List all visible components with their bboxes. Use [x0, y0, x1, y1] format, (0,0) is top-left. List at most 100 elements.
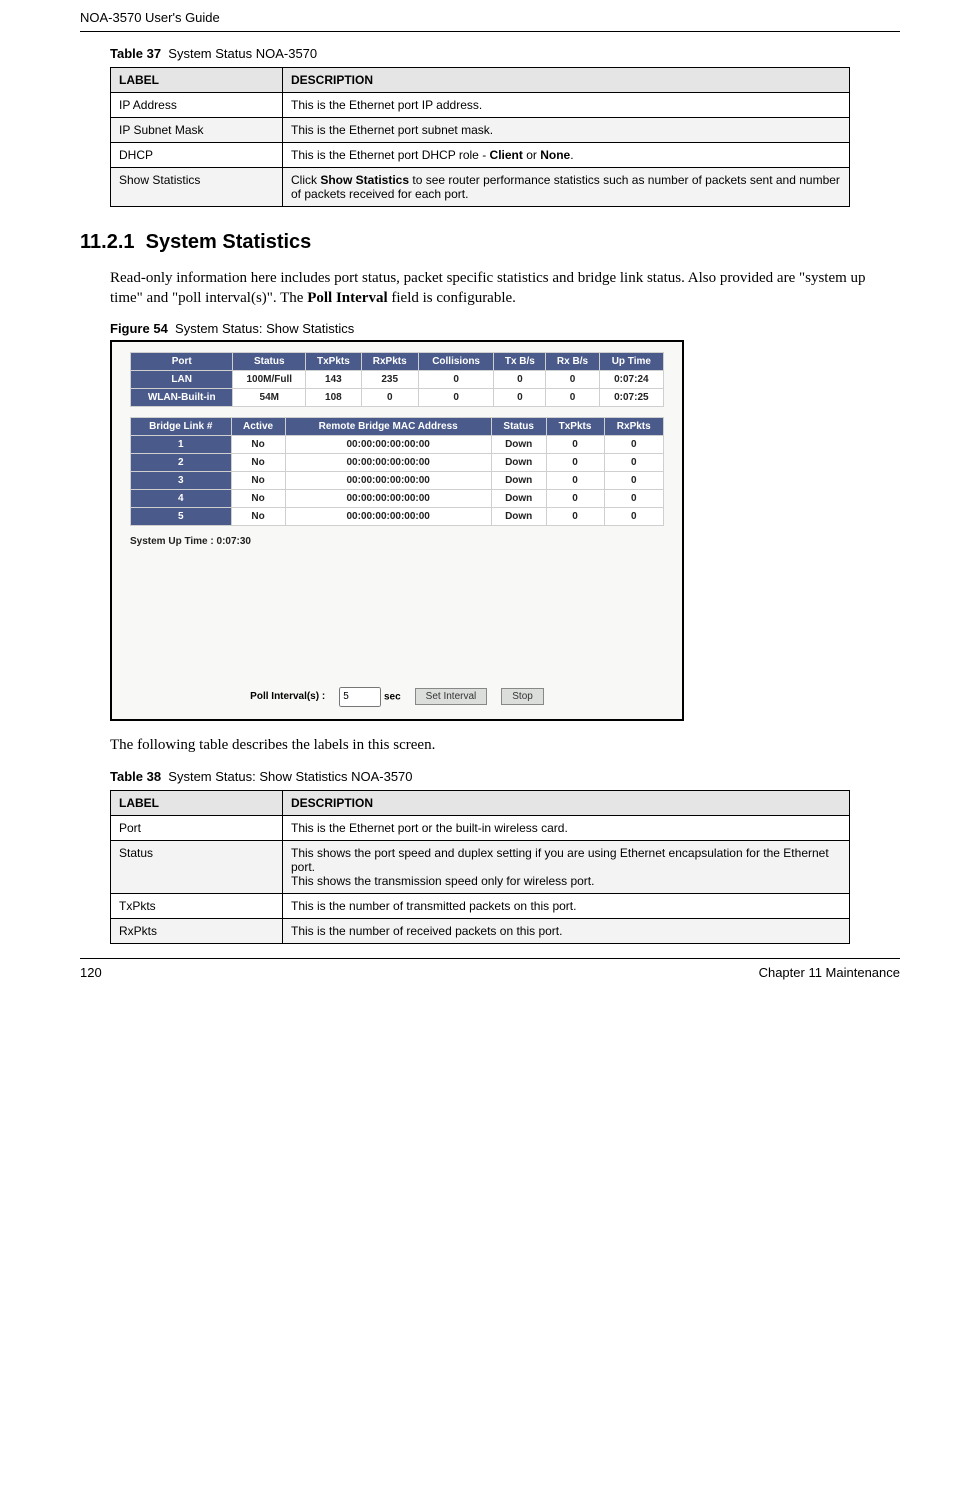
- port-stats-table: Port Status TxPkts RxPkts Collisions Tx …: [130, 352, 664, 407]
- cell: 0: [605, 436, 664, 453]
- poll-interval-input[interactable]: [339, 687, 381, 707]
- cell: No: [232, 454, 285, 471]
- section-number: 11.2.1: [80, 231, 135, 253]
- cell: This is the Ethernet port DHCP role - Cl…: [283, 143, 850, 168]
- caption-number: Table 37: [110, 46, 161, 61]
- cell: 0: [605, 472, 664, 489]
- cell: Click Show Statistics to see router perf…: [283, 168, 850, 207]
- cell: 0:07:24: [600, 371, 663, 388]
- table-row: RxPkts This is the number of received pa…: [111, 918, 850, 943]
- cell: 0: [547, 472, 604, 489]
- cell: RxPkts: [111, 918, 283, 943]
- table-row: TxPkts This is the number of transmitted…: [111, 893, 850, 918]
- table-37: LABEL DESCRIPTION IP Address This is the…: [110, 67, 850, 207]
- cell: 0: [546, 371, 598, 388]
- table-caption: Table 38 System Status: Show Statistics …: [110, 769, 900, 784]
- paragraph: Read-only information here includes port…: [110, 268, 900, 309]
- table-row: IP Subnet Mask This is the Ethernet port…: [111, 118, 850, 143]
- cell: IP Subnet Mask: [111, 118, 283, 143]
- table-row: IP Address This is the Ethernet port IP …: [111, 93, 850, 118]
- cell: 00:00:00:00:00:00: [286, 508, 491, 525]
- cell: This is the Ethernet port subnet mask.: [283, 118, 850, 143]
- cell: Down: [492, 454, 546, 471]
- set-interval-button[interactable]: Set Interval: [415, 688, 488, 705]
- cell: IP Address: [111, 93, 283, 118]
- cell: TxPkts: [111, 893, 283, 918]
- system-uptime-label: System Up Time : 0:07:30: [130, 536, 682, 547]
- col-header: DESCRIPTION: [283, 68, 850, 93]
- cell: No: [232, 472, 285, 489]
- col-header: Rx B/s: [546, 353, 598, 370]
- figure-caption: Figure 54 System Status: Show Statistics: [110, 321, 900, 336]
- cell: 0: [362, 389, 418, 406]
- cell: 0: [547, 490, 604, 507]
- cell: 5: [131, 508, 231, 525]
- col-header: Status: [233, 353, 305, 370]
- cell: Down: [492, 472, 546, 489]
- cell: Status: [111, 840, 283, 893]
- cell: No: [232, 508, 285, 525]
- cell: 143: [306, 371, 361, 388]
- cell: LAN: [131, 371, 232, 388]
- cell: Down: [492, 490, 546, 507]
- table-row: Port This is the Ethernet port or the bu…: [111, 815, 850, 840]
- col-header: Up Time: [600, 353, 663, 370]
- cell: 0: [605, 454, 664, 471]
- caption-text: System Status: Show Statistics NOA-3570: [168, 769, 412, 784]
- poll-row: Poll Interval(s) : sec Set Interval Stop: [112, 687, 682, 707]
- cell: 0: [419, 371, 494, 388]
- table-row: 1 No 00:00:00:00:00:00 Down 0 0: [131, 436, 663, 453]
- paragraph: The following table describes the labels…: [110, 735, 900, 755]
- cell: 235: [362, 371, 418, 388]
- col-header: RxPkts: [362, 353, 418, 370]
- cell: 108: [306, 389, 361, 406]
- table-row: WLAN-Built-in 54M 108 0 0 0 0 0:07:25: [131, 389, 663, 406]
- stop-button[interactable]: Stop: [501, 688, 544, 705]
- col-header: Collisions: [419, 353, 494, 370]
- caption-text: System Status: Show Statistics: [175, 321, 354, 336]
- caption-number: Figure 54: [110, 321, 168, 336]
- table-row: 2 No 00:00:00:00:00:00 Down 0 0: [131, 454, 663, 471]
- table-row: 4 No 00:00:00:00:00:00 Down 0 0: [131, 490, 663, 507]
- col-header: TxPkts: [306, 353, 361, 370]
- table-row: Status This shows the port speed and dup…: [111, 840, 850, 893]
- figure-box: Port Status TxPkts RxPkts Collisions Tx …: [110, 340, 684, 721]
- cell: 100M/Full: [233, 371, 305, 388]
- table-38: LABEL DESCRIPTION Port This is the Ether…: [110, 790, 850, 944]
- cell: 0: [547, 508, 604, 525]
- bridge-stats-table: Bridge Link # Active Remote Bridge MAC A…: [130, 417, 664, 526]
- cell: 0: [494, 371, 545, 388]
- table-row: Show Statistics Click Show Statistics to…: [111, 168, 850, 207]
- cell: 00:00:00:00:00:00: [286, 454, 491, 471]
- caption-text: System Status NOA-3570: [168, 46, 317, 61]
- table-row: 5 No 00:00:00:00:00:00 Down 0 0: [131, 508, 663, 525]
- cell: WLAN-Built-in: [131, 389, 232, 406]
- cell: No: [232, 490, 285, 507]
- caption-number: Table 38: [110, 769, 161, 784]
- col-header: Tx B/s: [494, 353, 545, 370]
- cell: 3: [131, 472, 231, 489]
- cell: 0: [605, 490, 664, 507]
- cell: This is the number of transmitted packet…: [283, 893, 850, 918]
- col-header: TxPkts: [547, 418, 604, 435]
- divider: [80, 31, 900, 32]
- page-number: 120: [80, 965, 102, 980]
- col-header: Active: [232, 418, 285, 435]
- cell: DHCP: [111, 143, 283, 168]
- cell: 0:07:25: [600, 389, 663, 406]
- table-row: LAN 100M/Full 143 235 0 0 0 0:07:24: [131, 371, 663, 388]
- cell: 0: [419, 389, 494, 406]
- cell: This shows the port speed and duplex set…: [283, 840, 850, 893]
- cell: 0: [546, 389, 598, 406]
- table-row: DHCP This is the Ethernet port DHCP role…: [111, 143, 850, 168]
- cell: 00:00:00:00:00:00: [286, 436, 491, 453]
- cell: 0: [494, 389, 545, 406]
- col-header: Status: [492, 418, 546, 435]
- section-heading: 11.2.1 System Statistics: [80, 231, 900, 254]
- cell: This is the Ethernet port or the built-i…: [283, 815, 850, 840]
- poll-unit: sec: [384, 691, 401, 702]
- col-header: DESCRIPTION: [283, 790, 850, 815]
- cell: 1: [131, 436, 231, 453]
- cell: This is the Ethernet port IP address.: [283, 93, 850, 118]
- col-header: Remote Bridge MAC Address: [286, 418, 491, 435]
